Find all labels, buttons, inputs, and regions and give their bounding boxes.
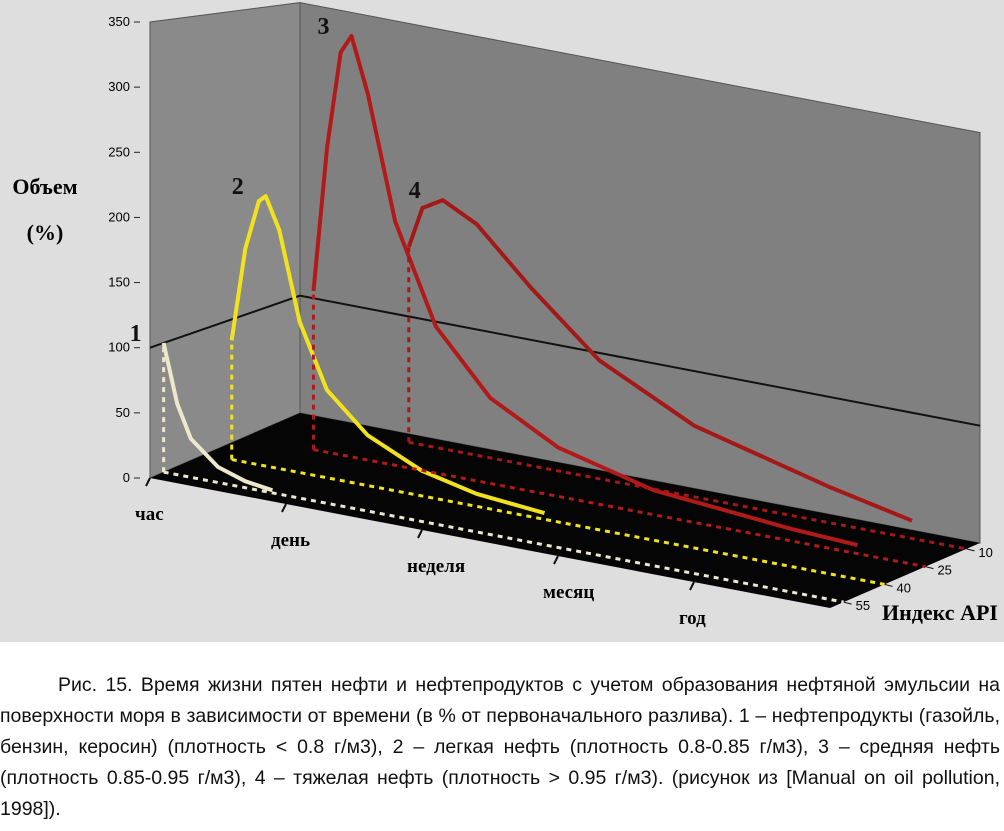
z-tick-label: 40 <box>897 580 911 595</box>
y-axis-title: (%) <box>27 220 64 245</box>
series-label: 3 <box>318 14 330 40</box>
series-label: 4 <box>409 178 421 204</box>
y-tick-label: 100 <box>108 340 130 355</box>
z-tick-label: 10 <box>978 545 992 560</box>
y-tick-label: 250 <box>108 144 130 159</box>
series-line <box>229 194 546 516</box>
x-tick <box>281 503 287 513</box>
x-tick-label: год <box>679 608 706 629</box>
x-tick <box>145 477 151 487</box>
x-tick-label: неделя <box>407 556 465 577</box>
z-tick <box>966 548 975 552</box>
series-label: 2 <box>232 174 244 200</box>
x-tick-label: день <box>271 530 310 551</box>
y-tick-label: 0 <box>123 470 130 485</box>
floor-trace <box>408 440 967 551</box>
y-axis-title: Объем <box>12 174 77 199</box>
reference-line <box>149 294 981 427</box>
figure-caption: Рис. 15. Время жизни пятен нефти и нефте… <box>0 674 1000 820</box>
z-tick <box>843 601 852 605</box>
left-wall <box>149 2 301 479</box>
x-tick <box>553 555 559 565</box>
z-tick <box>925 566 934 570</box>
x-tick-label: час <box>135 504 164 525</box>
x-tick <box>417 529 423 539</box>
z-tick <box>884 583 893 587</box>
y-tick-label: 50 <box>116 405 130 420</box>
z-tick-label: 25 <box>937 563 951 578</box>
y-tick-label: 300 <box>108 79 130 94</box>
x-tick-label: месяц <box>543 582 594 603</box>
floor <box>150 413 980 608</box>
series-line <box>311 34 858 548</box>
series-label: 1 <box>130 321 142 347</box>
z-tick-label: 55 <box>856 598 870 613</box>
x-tick <box>689 581 695 591</box>
z-axis-title: Индекс API <box>882 600 998 625</box>
floor-trace <box>231 458 885 586</box>
floor-trace <box>313 448 926 569</box>
series-line <box>161 342 274 493</box>
back-wall <box>299 1 981 544</box>
chart: 0 50 100 150 200 250 300 350 час день неделя месяц г… <box>0 0 1004 642</box>
y-tick-label: 350 <box>108 14 130 29</box>
y-tick-label: 150 <box>108 275 130 290</box>
series-line <box>406 198 913 523</box>
y-tick-label: 200 <box>108 209 130 224</box>
